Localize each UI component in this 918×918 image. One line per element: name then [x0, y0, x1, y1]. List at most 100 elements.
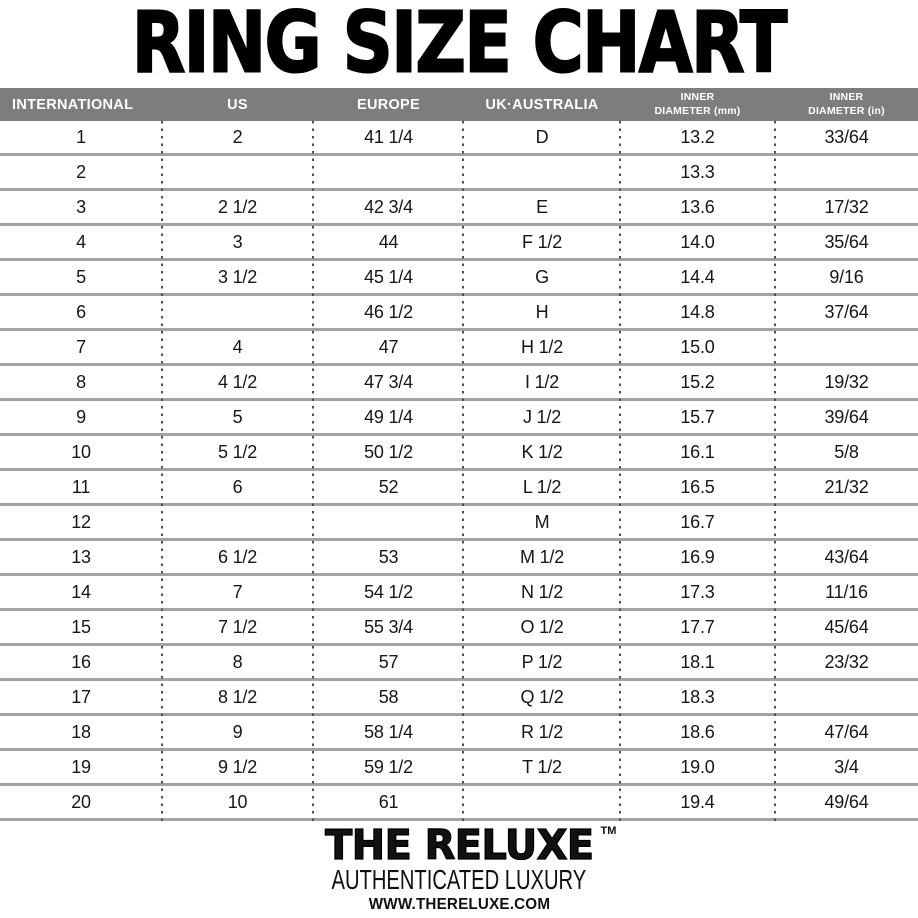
table-cell: 17: [71, 686, 91, 707]
table-cell: 57: [378, 651, 399, 672]
table-cell: 12: [71, 511, 91, 532]
table-cell: 55 3/4: [364, 616, 413, 637]
brand-line: THE RELUXE TM: [321, 823, 616, 866]
table-cell: 47/64: [824, 721, 869, 742]
column-divider: [619, 121, 621, 821]
table-cell: 3/4: [834, 756, 859, 777]
title-bar: RING SIZE CHART: [0, 0, 918, 88]
table-cell: 19.4: [680, 791, 715, 812]
table-cell: 8: [76, 371, 86, 392]
column-header: US: [227, 96, 248, 113]
column-header: INNER DIAMETER (in): [808, 91, 885, 117]
table-row: 2 13.3: [0, 156, 918, 191]
table-cell: Q 1/2: [520, 686, 564, 707]
table-cell: [775, 331, 918, 363]
table-cell: [775, 156, 918, 188]
website-url: WWW.THERELUXE.COM: [368, 896, 550, 913]
table-row: 20 10 61 19.4 49/64: [0, 786, 918, 821]
table-row: 17 8 1/2 58 Q 1/2 18.3: [0, 681, 918, 716]
table-row: 9 5 49 1/4 J 1/2 15.7 39/64: [0, 401, 918, 436]
table-cell: 53: [378, 546, 399, 567]
table-row: 4 3 44 F 1/2 14.0 35/64: [0, 226, 918, 261]
table-cell: F 1/2: [521, 231, 563, 252]
table-cell: 18: [71, 721, 91, 742]
table-cell: 5: [232, 406, 243, 427]
table-cell: 61: [378, 791, 399, 812]
table-cell: [162, 156, 313, 188]
table-cell: 16.9: [680, 546, 715, 567]
table-cell: M: [534, 511, 550, 532]
table-cell: 9/16: [829, 266, 864, 287]
table-cell: 37/64: [824, 301, 869, 322]
table-cell: 11: [71, 476, 91, 497]
table-cell: 14: [71, 581, 91, 602]
table-cell: 15.0: [680, 336, 715, 357]
table-cell: 15.7: [680, 406, 715, 427]
table-cell: 17/32: [824, 196, 869, 217]
table-cell: K 1/2: [521, 441, 563, 462]
table-cell: I 1/2: [524, 371, 560, 392]
table-row: 8 4 1/2 47 3/4 I 1/2 15.2 19/32: [0, 366, 918, 401]
table-row: 18 9 58 1/4 R 1/2 18.6 47/64: [0, 716, 918, 751]
table-cell: 6 1/2: [217, 546, 258, 567]
table-cell: 16: [71, 651, 91, 672]
table-cell: 8 1/2: [217, 686, 258, 707]
table-cell: 59 1/2: [364, 756, 413, 777]
table-cell: 50 1/2: [364, 441, 413, 462]
table-cell: 19/32: [824, 371, 869, 392]
table-cell: 54 1/2: [364, 581, 413, 602]
table-row: 13 6 1/2 53 M 1/2 16.9 43/64: [0, 541, 918, 576]
table-cell: [775, 681, 918, 713]
table-cell: 58: [378, 686, 399, 707]
table-cell: 15.2: [680, 371, 715, 392]
table-cell: 18.1: [680, 651, 715, 672]
table-cell: 52: [378, 476, 399, 497]
table-cell: 46 1/2: [364, 301, 413, 322]
table-row: 12 M 16.7: [0, 506, 918, 541]
table-cell: 35/64: [824, 231, 869, 252]
table-cell: 47 3/4: [364, 371, 413, 392]
column-header: EUROPE: [356, 96, 421, 113]
table-cell: H: [535, 301, 549, 322]
table-cell: 17.3: [680, 581, 715, 602]
table-cell: 3: [76, 196, 86, 217]
table-cell: 33/64: [824, 126, 869, 147]
table-cell: 49 1/4: [364, 406, 413, 427]
table-cell: E: [536, 196, 548, 217]
table-cell: 4: [232, 336, 243, 357]
footer: THE RELUXE TM AUTHENTICATED LUXURY WWW.T…: [0, 821, 918, 918]
table-cell: [464, 786, 620, 818]
table-cell: 41 1/4: [364, 126, 413, 147]
table-cell: 2: [232, 126, 243, 147]
table-row: 5 3 1/2 45 1/4 G 14.4 9/16: [0, 261, 918, 296]
table-cell: [162, 506, 313, 538]
column-divider: [161, 121, 163, 821]
table-cell: L 1/2: [522, 476, 562, 497]
table-cell: 45 1/4: [364, 266, 413, 287]
table-cell: 58 1/4: [364, 721, 413, 742]
page-title: RING SIZE CHART: [131, 0, 788, 92]
table-cell: 19.0: [680, 756, 715, 777]
table-cell: 49/64: [824, 791, 869, 812]
table-row: 14 7 54 1/2 N 1/2 17.3 11/16: [0, 576, 918, 611]
table-cell: 5 1/2: [217, 441, 258, 462]
table-cell: 7: [76, 336, 86, 357]
table-cell: [313, 506, 464, 538]
table-cell: [162, 296, 313, 328]
table-cell: 2: [76, 161, 86, 182]
table-cell: 14.0: [680, 231, 715, 252]
table-cell: O 1/2: [520, 616, 564, 637]
table-cell: N 1/2: [520, 581, 564, 602]
table-cell: [464, 156, 620, 188]
table-header-row: INTERNATIONAL US EUROPE UK·AUSTRALIA INNER D…: [0, 88, 918, 121]
table-cell: 4: [76, 231, 86, 252]
table-cell: 19: [71, 756, 91, 777]
table-cell: 4 1/2: [217, 371, 258, 392]
table-cell: 9: [232, 721, 243, 742]
table-cell: J 1/2: [522, 406, 562, 427]
column-divider: [774, 121, 776, 821]
table-cell: 14.4: [680, 266, 715, 287]
table-row: 19 9 1/2 59 1/2 T 1/2 19.0 3/4: [0, 751, 918, 786]
column-header: INNER DIAMETER (mm): [654, 91, 741, 117]
table-cell: 43/64: [824, 546, 869, 567]
